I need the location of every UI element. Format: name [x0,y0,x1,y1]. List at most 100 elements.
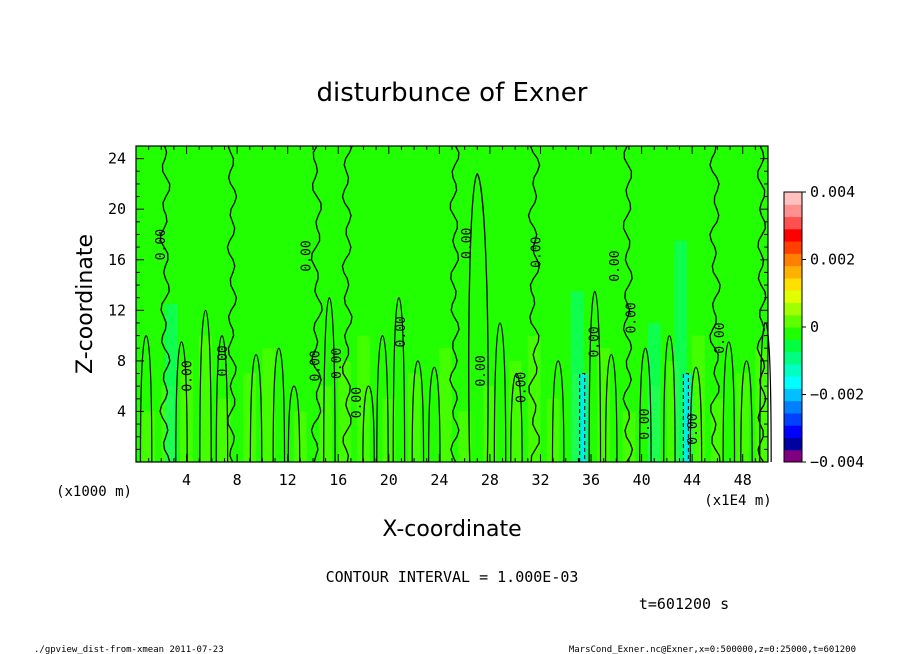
contour-label: 0.00 [588,326,603,357]
colorbar-swatch [784,388,802,402]
colorbar-swatch [784,412,802,426]
contour-line [226,145,238,463]
colorbar-swatch [784,277,802,291]
colorbar-swatch [784,376,802,389]
y-axis-label: Z-coordinate [73,234,98,374]
contour-label: 0.00 [394,316,409,347]
colorbar-swatch [784,216,802,230]
contour-line [604,353,618,463]
contour-line [639,347,652,463]
colorbar-swatch [784,449,802,463]
field-patch [262,348,276,462]
contour-labels: 0.00 0.00 0.00 0.00 0.00 0.00 0.00 0.00 0.00 0.00… [154,228,728,445]
x-tick-label: 40 [633,471,651,489]
contour-line [689,366,703,463]
contour-line [272,347,286,463]
y-tick-label: 12 [108,301,126,319]
colorbar-swatch [784,437,802,451]
contour-line [323,297,336,463]
colorbar-swatch [784,290,802,303]
contour-label: 0.00 [686,413,701,444]
y-tick-label: 20 [108,200,126,218]
contour-label: 0.00 [181,360,196,391]
field-patch [218,398,231,462]
contour-label: 0.00 [330,348,345,379]
contour-line [722,341,736,463]
colorbar-swatch [784,327,802,340]
colorbar-swatch [784,363,802,377]
chart-title: disturbunce of Exner [317,78,588,108]
contour-line [493,322,507,463]
x-tick-label: 12 [279,471,297,489]
x-tick-label: 20 [380,471,398,489]
field-patch [357,335,370,462]
contour-line [392,297,406,463]
contour-line [527,145,541,463]
field-patch [142,411,155,462]
contour-line [510,372,523,463]
field-patch [382,398,396,462]
x-tick-label: 32 [531,471,549,489]
field-patch [294,411,307,462]
colorbar-tick-label: 0 [810,318,819,336]
colorbar-tick-label: −0.004 [810,453,864,471]
field-patch [243,373,257,462]
colorbar-swatch [784,400,802,414]
footer-left: ./gpview_dist-from-xmean 2011-07-23 [34,645,224,654]
y-tick-label: 16 [108,251,126,269]
colorbar-swatch [784,228,802,242]
contour-line [159,145,171,463]
contour-label: 0.00 [608,250,623,281]
contour-label: 0.00 [299,240,314,271]
contour-line [139,334,153,463]
contour-line [310,145,323,463]
contour-line [341,145,353,463]
colorbar-swatch [784,302,802,316]
contour-label: 0.00 [530,237,545,268]
x-tick-label: 4 [182,471,191,489]
colorbar-swatch [784,192,802,205]
colorbar-tick-label: 0.004 [810,183,855,201]
colorbar-tick-label: 0.002 [810,251,855,269]
contour-line [287,385,301,463]
y-tick-label: 8 [117,352,126,370]
contour-line [756,145,767,463]
y-tick-label: 24 [108,150,126,168]
field-patch [483,386,497,462]
contour-line-negative [579,373,586,462]
contour-line [215,334,229,463]
x-tick-label: 48 [734,471,752,489]
plot-area: 0.00 0.00 0.00 0.00 0.00 0.00 0.00 0.00 0.00 0.00… [135,145,772,463]
x-tick-label: 36 [582,471,600,489]
field-patch [338,360,351,462]
x-axis: 4 8 12 16 20 24 28 32 36 40 44 48 [148,146,756,489]
contour-line [449,145,460,463]
contour-line [362,385,375,463]
contour-line [411,360,425,463]
field-patch [165,304,178,462]
colorbar-swatch [784,204,802,218]
contour-line [199,309,212,463]
contour-line [709,145,721,463]
contour-line [551,360,565,463]
field-patch [580,373,587,462]
field-patch [439,348,452,462]
contour-line [740,360,753,463]
x-tick-label: 24 [430,471,448,489]
contour-label: 0.00 [460,228,475,259]
contour-line [175,341,188,463]
contour-label: 0.00 [638,408,653,439]
field-patch [407,373,421,462]
contour-line [663,334,676,463]
field-patch [683,373,691,462]
field-patch [319,386,332,462]
colorbar-tick-label: −0.002 [810,386,864,404]
y-tick-label: 4 [117,402,126,420]
contour-label: 0.00 [216,345,231,376]
time-label: t=601200 s [639,595,729,613]
contour-label: 0.00 [514,372,529,403]
contour-line [588,290,602,463]
contour-line [376,334,389,463]
x-unit-note: (x1E4 m) [704,493,771,509]
x-tick-label: 44 [683,471,701,489]
